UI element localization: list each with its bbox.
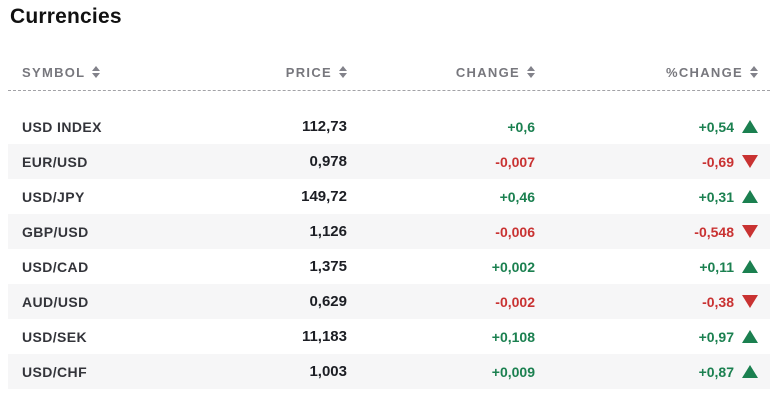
symbol-cell: GBP/USD <box>22 223 89 240</box>
triangle-down-icon <box>742 155 758 168</box>
pct-change-value: +0,31 <box>698 188 734 205</box>
triangle-up-icon <box>742 330 758 343</box>
change-cell: -0,006 <box>495 223 535 240</box>
pct-change-cell: -0,548 <box>535 224 770 240</box>
pct-change-cell: +0,97 <box>535 329 770 345</box>
table-row[interactable]: USD/CAD 1,375 +0,002 +0,11 <box>8 249 770 284</box>
table-row[interactable]: GBP/USD 1,126 -0,006 -0,548 <box>8 214 770 249</box>
column-header-label: PRICE <box>285 64 332 80</box>
pct-change-cell: -0,38 <box>535 294 770 310</box>
table-header-row: SYMBOL PRICE CHANGE %CHANGE <box>8 54 770 91</box>
change-cell: +0,108 <box>491 328 535 345</box>
symbol-cell: USD/CHF <box>22 363 88 380</box>
triangle-up-icon <box>742 190 758 203</box>
pct-change-cell: +0,87 <box>535 364 770 380</box>
change-cell: +0,46 <box>499 188 535 205</box>
table-row[interactable]: USD/CHF 1,003 +0,009 +0,87 <box>8 354 770 389</box>
column-header-change[interactable]: CHANGE <box>347 65 535 80</box>
currencies-table: SYMBOL PRICE CHANGE %CHANGE USD INDEX 11… <box>8 54 770 389</box>
change-cell: -0,002 <box>495 293 535 310</box>
pct-change-value: -0,548 <box>694 223 734 240</box>
triangle-up-icon <box>742 365 758 378</box>
price-cell: 0,629 <box>309 293 347 310</box>
symbol-cell: EUR/USD <box>22 153 88 170</box>
column-header-symbol[interactable]: SYMBOL <box>8 65 188 80</box>
table-row[interactable]: USD INDEX 112,73 +0,6 +0,54 <box>8 109 770 144</box>
change-cell: +0,6 <box>507 118 535 135</box>
column-header-pct-change[interactable]: %CHANGE <box>535 65 770 80</box>
table-body: USD INDEX 112,73 +0,6 +0,54 EUR/USD 0,97… <box>8 109 770 389</box>
price-cell: 11,183 <box>301 328 347 345</box>
table-row[interactable]: USD/SEK 11,183 +0,108 +0,97 <box>8 319 770 354</box>
pct-change-cell: +0,31 <box>535 189 770 205</box>
price-cell: 1,375 <box>309 258 347 275</box>
symbol-cell: AUD/USD <box>22 293 89 310</box>
pct-change-cell: +0,11 <box>535 259 770 275</box>
symbol-cell: USD/CAD <box>22 258 89 275</box>
price-cell: 149,72 <box>301 188 347 205</box>
table-row[interactable]: EUR/USD 0,978 -0,007 -0,69 <box>8 144 770 179</box>
sort-arrows-icon <box>527 66 535 78</box>
pct-change-cell: -0,69 <box>535 154 770 170</box>
pct-change-value: -0,38 <box>702 293 734 310</box>
symbol-cell: USD/JPY <box>22 188 85 205</box>
column-header-label: %CHANGE <box>666 64 743 80</box>
triangle-down-icon <box>742 225 758 238</box>
pct-change-value: +0,11 <box>699 258 734 275</box>
sort-arrows-icon <box>92 66 101 78</box>
pct-change-value: +0,97 <box>698 328 734 345</box>
pct-change-value: +0,87 <box>698 363 734 380</box>
pct-change-cell: +0,54 <box>535 119 770 135</box>
change-cell: +0,009 <box>491 363 535 380</box>
triangle-up-icon <box>742 260 758 273</box>
table-row[interactable]: USD/JPY 149,72 +0,46 +0,31 <box>8 179 770 214</box>
price-cell: 0,978 <box>309 153 347 170</box>
triangle-up-icon <box>742 120 758 133</box>
triangle-down-icon <box>742 295 758 308</box>
change-cell: -0,007 <box>495 153 535 170</box>
symbol-cell: USD/SEK <box>22 328 88 345</box>
pct-change-value: -0,69 <box>702 153 734 170</box>
price-cell: 1,126 <box>309 223 347 240</box>
symbol-cell: USD INDEX <box>22 118 102 135</box>
column-header-label: CHANGE <box>455 64 520 80</box>
price-cell: 1,003 <box>309 363 347 380</box>
price-cell: 112,73 <box>301 118 347 135</box>
column-header-label: SYMBOL <box>22 64 86 80</box>
column-header-price[interactable]: PRICE <box>188 65 347 80</box>
pct-change-value: +0,54 <box>698 118 734 135</box>
page-title: Currencies <box>10 5 122 28</box>
sort-arrows-icon <box>750 66 758 78</box>
sort-arrows-icon <box>339 66 347 78</box>
table-row[interactable]: AUD/USD 0,629 -0,002 -0,38 <box>8 284 770 319</box>
change-cell: +0,002 <box>491 258 535 275</box>
